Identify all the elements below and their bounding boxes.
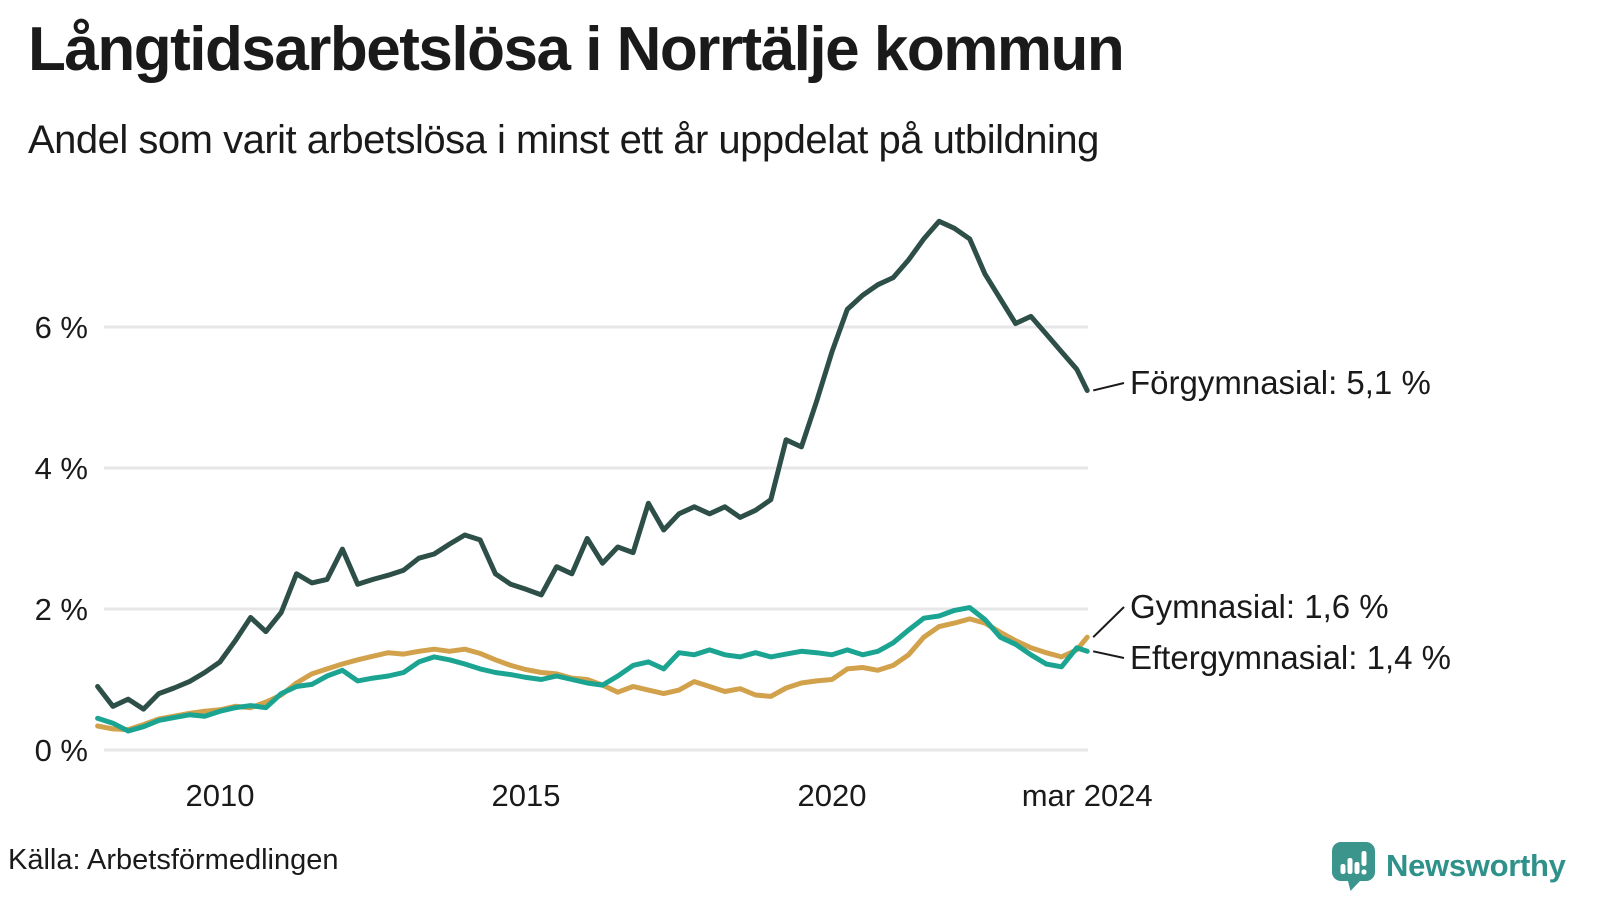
label-connector-eftergymnasial [1092,650,1125,659]
series-line-förgymnasial [95,218,1090,712]
series-label-gymnasial: Gymnasial: 1,6 % [1130,588,1389,625]
series-line-eftergymnasial [95,605,1090,734]
newsworthy-logo: Newsworthy [1330,840,1566,892]
source-note: Källa: Arbetsförmedlingen [8,844,339,876]
x-tick-label: 2010 [186,778,255,813]
y-tick-label: 6 % [35,310,88,345]
y-tick-label: 0 % [35,733,88,768]
label-connector-gymnasial [1092,606,1125,638]
exclamation-dot [1361,869,1367,875]
series-label-eftergymnasial: Eftergymnasial: 1,4 % [1130,639,1451,676]
chart-subtitle: Andel som varit arbetslösa i minst ett å… [28,118,1099,162]
newsworthy-speech-bubble-chart-icon [1332,842,1375,891]
series-label-förgymnasial: Förgymnasial: 5,1 % [1130,364,1431,401]
x-tick-label: 2020 [798,778,867,813]
exclamation-bar [1361,851,1367,866]
y-tick-label: 4 % [35,451,88,486]
label-connector-förgymnasial [1092,382,1125,392]
x-tick-label: mar 2024 [1022,778,1153,813]
brand-name: Newsworthy [1386,848,1566,883]
bar-chart-glyph [1340,851,1367,875]
series-line-gymnasial [95,616,1090,733]
x-tick-label: 2015 [492,778,561,813]
y-tick-label: 2 % [35,592,88,627]
page-title: Långtidsarbetslösa i Norrtälje kommun [28,15,1125,84]
